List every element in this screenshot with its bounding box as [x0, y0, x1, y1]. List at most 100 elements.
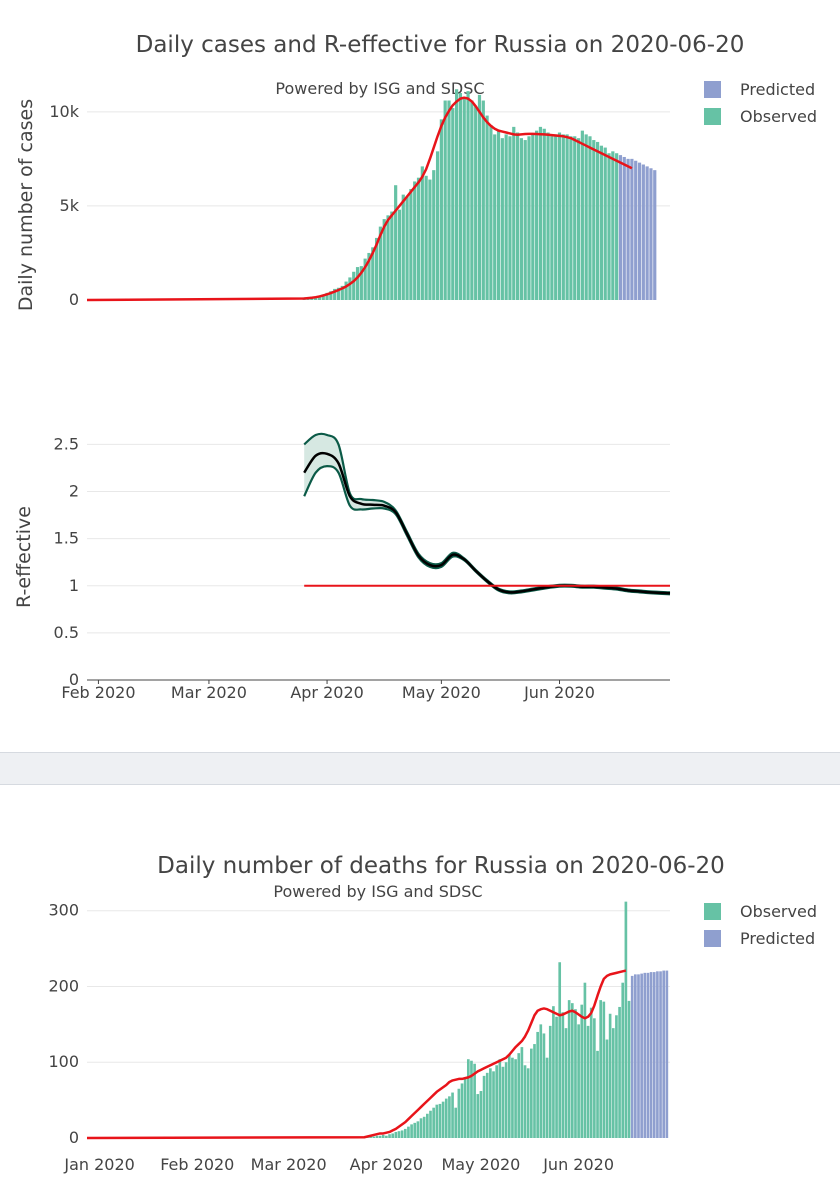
cases-observed-bar[interactable] [363, 258, 367, 300]
deaths-observed-bar[interactable] [608, 1013, 612, 1138]
deaths-observed-bar[interactable] [545, 1057, 549, 1138]
cases-observed-bar[interactable] [413, 181, 417, 300]
cases-observed-bar[interactable] [542, 128, 546, 300]
deaths-observed-bar[interactable] [448, 1096, 451, 1138]
deaths-observed-bar[interactable] [400, 1130, 404, 1138]
cases-observed-bar[interactable] [329, 291, 333, 300]
cases-observed-bar[interactable] [470, 100, 474, 300]
cases-observed-bar[interactable] [386, 215, 390, 300]
deaths-observed-bar[interactable] [410, 1124, 413, 1138]
cases-observed-bar[interactable] [535, 130, 539, 300]
reff-lower-bound-line[interactable] [303, 464, 671, 596]
cases-observed-bar[interactable] [592, 140, 596, 300]
cases-observed-bar[interactable] [462, 96, 466, 300]
deaths-observed-bar[interactable] [621, 982, 625, 1138]
cases-observed-bar[interactable] [390, 211, 394, 300]
deaths-observed-bar[interactable] [511, 1057, 514, 1138]
cases-observed-bar[interactable] [584, 134, 588, 300]
cases-observed-bar[interactable] [500, 138, 504, 300]
cases-observed-bar[interactable] [394, 185, 398, 300]
deaths-observed-bar[interactable] [457, 1088, 461, 1138]
deaths-observed-bar[interactable] [615, 1015, 618, 1138]
deaths-predicted-bar[interactable] [656, 971, 659, 1138]
cases-observed-bar[interactable] [424, 175, 428, 300]
cases-observed-bar[interactable] [573, 136, 577, 300]
cases-observed-bar[interactable] [599, 145, 604, 300]
cases-observed-bar[interactable] [493, 134, 497, 300]
deaths-observed-bar[interactable] [394, 1131, 398, 1138]
cases-observed-bar[interactable] [485, 115, 489, 300]
cases-observed-bar[interactable] [397, 209, 402, 300]
cases-observed-bar[interactable] [371, 247, 375, 300]
deaths-observed-bar[interactable] [523, 1065, 527, 1138]
deaths-predicted-bar[interactable] [640, 973, 643, 1138]
deaths-observed-bar[interactable] [580, 1004, 584, 1138]
deaths-bars[interactable] [363, 901, 669, 1138]
deaths-observed-bar[interactable] [470, 1060, 473, 1138]
reff-median-line[interactable] [303, 451, 671, 595]
deaths-observed-bar[interactable] [489, 1068, 492, 1138]
cases-observed-bar[interactable] [576, 138, 581, 300]
cases-observed-bar[interactable] [352, 271, 356, 300]
deaths-observed-bar[interactable] [593, 1018, 596, 1138]
cases-observed-bar[interactable] [321, 294, 325, 300]
cases-observed-bar[interactable] [340, 285, 344, 300]
deaths-observed-bar[interactable] [555, 1016, 558, 1138]
deaths-predicted-bar[interactable] [662, 970, 666, 1138]
legend-label-observed[interactable]: Observed [740, 107, 817, 126]
cases-observed-bar[interactable] [596, 141, 600, 300]
deaths-observed-bar[interactable] [375, 1135, 379, 1138]
deaths-observed-bar[interactable] [441, 1101, 445, 1138]
cases-observed-bar[interactable] [428, 179, 432, 300]
deaths-predicted-bar[interactable] [652, 972, 656, 1138]
deaths-observed-bar[interactable] [391, 1133, 395, 1138]
deaths-observed-bar[interactable] [564, 1028, 568, 1138]
legend-swatch-observed[interactable] [704, 108, 721, 125]
cases-observed-bar[interactable] [455, 89, 459, 301]
deaths-observed-bar[interactable] [463, 1078, 467, 1138]
cases-observed-bar[interactable] [344, 281, 348, 300]
deaths-observed-bar[interactable] [444, 1098, 448, 1138]
cases-observed-bar[interactable] [554, 134, 558, 300]
cases-observed-bar[interactable] [447, 100, 451, 300]
deaths-observed-bar[interactable] [369, 1136, 372, 1138]
deaths-observed-bar[interactable] [589, 1007, 593, 1138]
deaths-observed-bar[interactable] [451, 1092, 454, 1138]
deaths-observed-bar[interactable] [432, 1107, 435, 1138]
cases-observed-bar[interactable] [336, 287, 341, 300]
deaths-observed-bar[interactable] [416, 1121, 420, 1138]
cases-observed-bar[interactable] [496, 130, 501, 300]
deaths-observed-bar[interactable] [435, 1104, 439, 1138]
deaths-predicted-bar[interactable] [659, 971, 662, 1138]
cases-observed-bar[interactable] [515, 132, 520, 300]
cases-bars[interactable] [302, 89, 657, 301]
cases-observed-bar[interactable] [416, 177, 421, 300]
deaths-predicted-bar[interactable] [646, 972, 650, 1138]
cases-trend-line[interactable] [86, 96, 633, 302]
deaths-observed-bar[interactable] [533, 1044, 536, 1138]
cases-observed-bar[interactable] [466, 91, 470, 301]
cases-observed-bar[interactable] [504, 134, 508, 300]
deaths-observed-bar[interactable] [539, 1024, 543, 1138]
deaths-observed-bar[interactable] [602, 1001, 606, 1138]
legend-swatch-observed[interactable] [704, 903, 721, 920]
cases-observed-bar[interactable] [367, 252, 371, 300]
deaths-observed-bar[interactable] [429, 1110, 432, 1138]
deaths-observed-bar[interactable] [583, 982, 587, 1138]
legend-swatch-predicted[interactable] [704, 81, 721, 98]
deaths-observed-bar[interactable] [495, 1065, 498, 1138]
cases-observed-bar[interactable] [374, 237, 379, 300]
deaths-observed-bar[interactable] [466, 1059, 470, 1138]
deaths-observed-bar[interactable] [485, 1072, 489, 1138]
cases-observed-bar[interactable] [382, 219, 386, 300]
cases-observed-bar[interactable] [325, 292, 329, 300]
deaths-observed-bar[interactable] [413, 1122, 417, 1138]
deaths-observed-bar[interactable] [618, 1006, 621, 1138]
deaths-observed-bar[interactable] [526, 1068, 530, 1138]
cases-predicted-bar[interactable] [645, 166, 649, 300]
deaths-predicted-bar[interactable] [665, 970, 669, 1138]
cases-observed-bar[interactable] [435, 151, 440, 300]
deaths-trend-line[interactable] [86, 969, 627, 1140]
deaths-observed-bar[interactable] [507, 1054, 511, 1138]
deaths-predicted-bar[interactable] [643, 972, 647, 1138]
